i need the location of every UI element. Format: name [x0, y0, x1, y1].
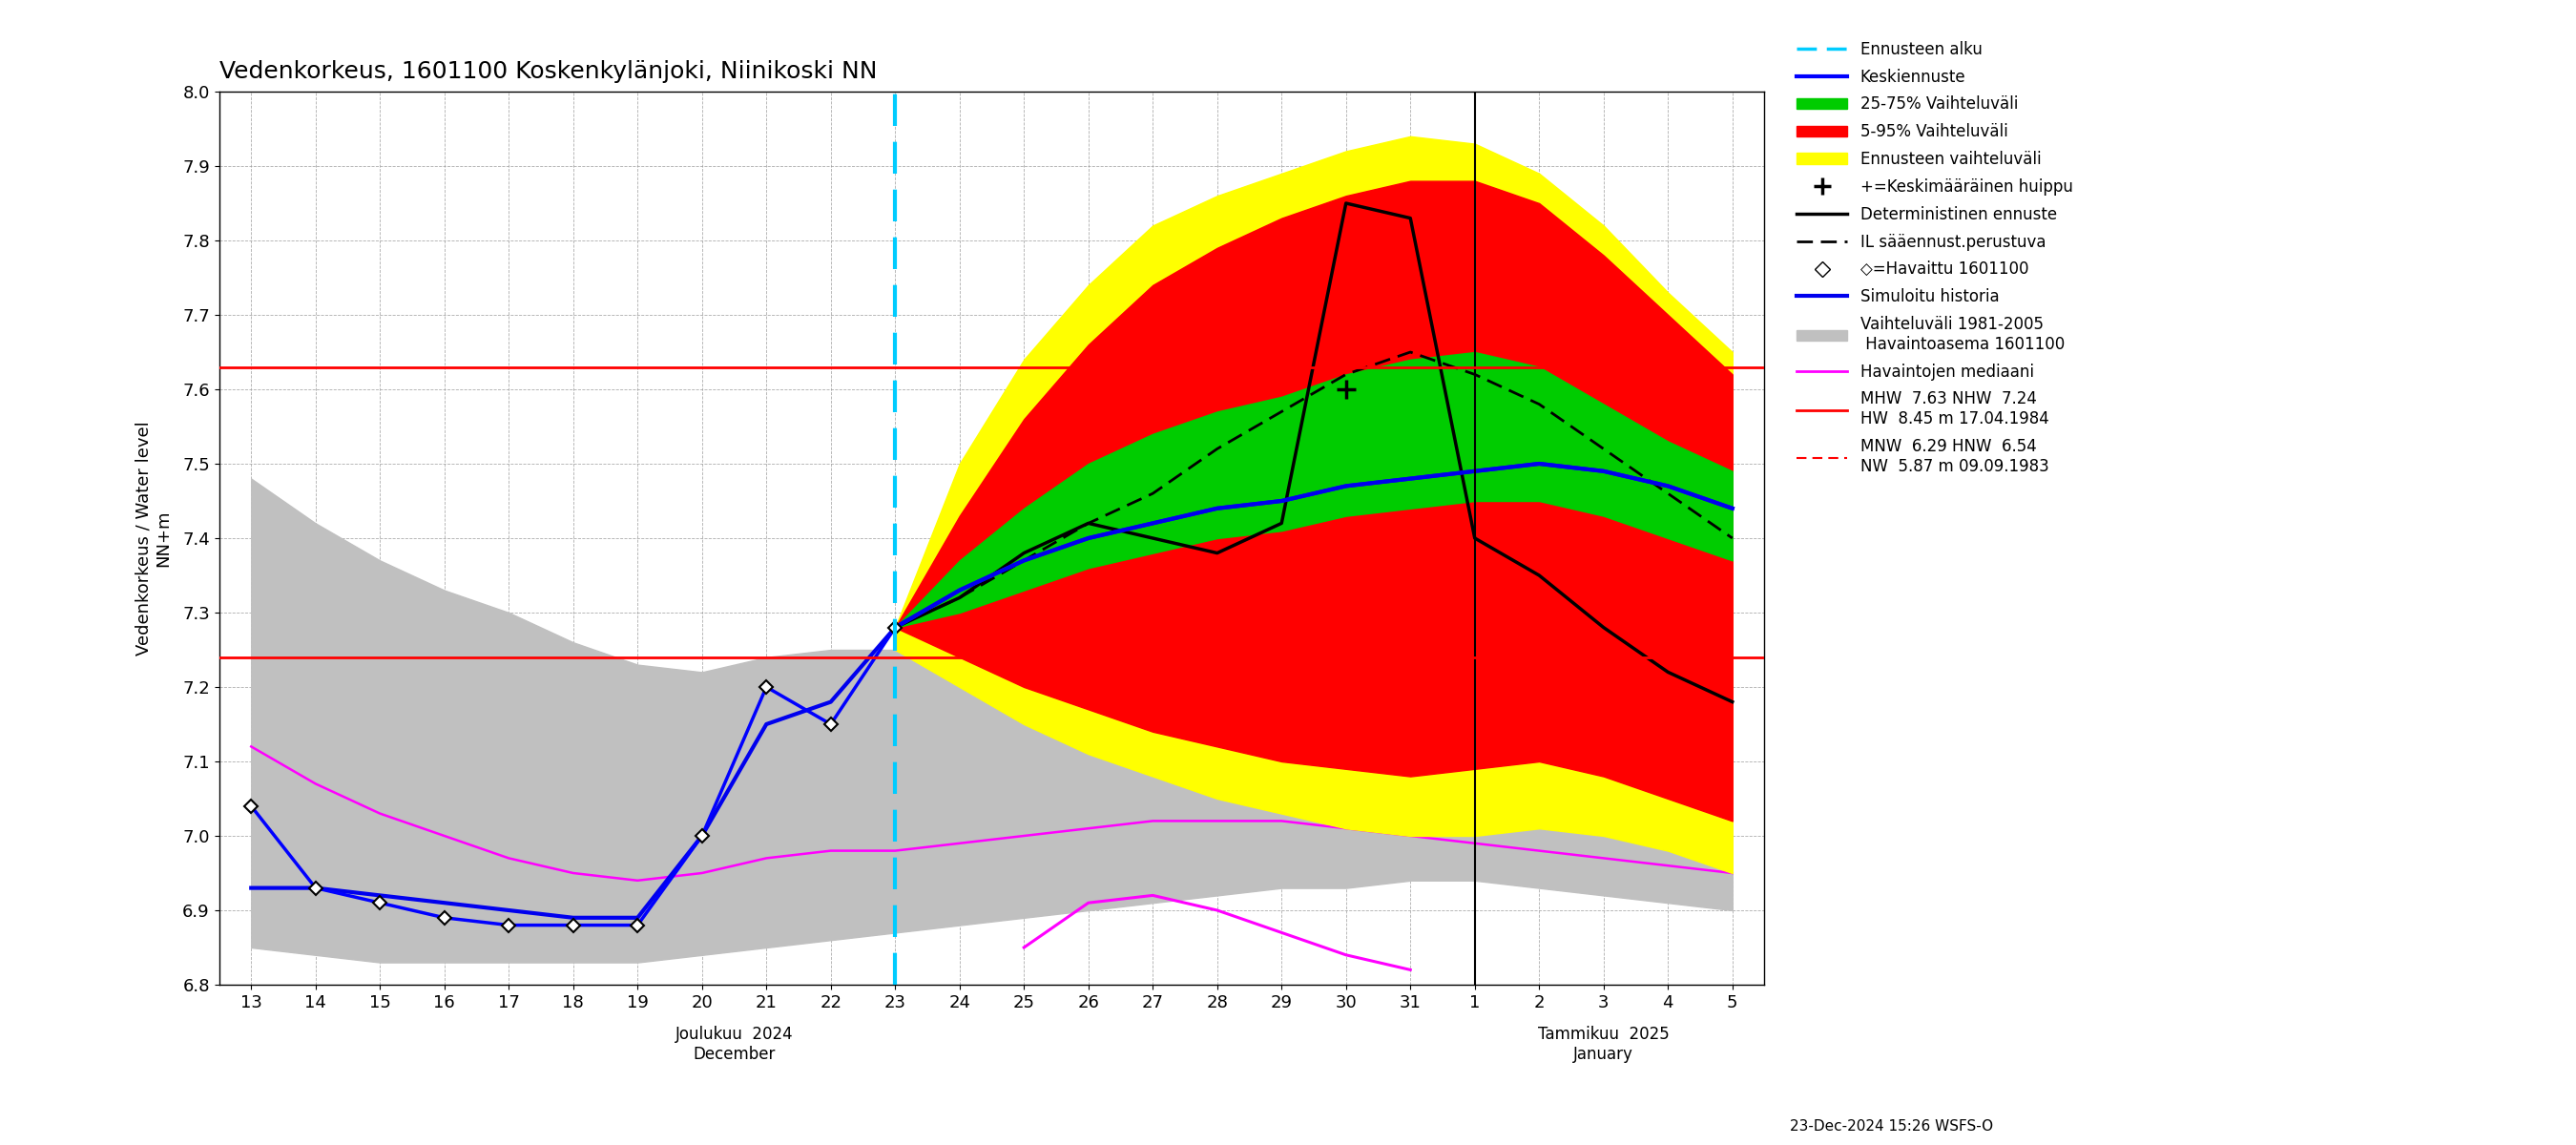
Text: Vedenkorkeus, 1601100 Koskenkylänjoki, Niinikoski NN: Vedenkorkeus, 1601100 Koskenkylänjoki, N…	[219, 61, 876, 84]
Text: 23-Dec-2024 15:26 WSFS-O: 23-Dec-2024 15:26 WSFS-O	[1790, 1120, 1994, 1134]
Text: Tammikuu  2025
January: Tammikuu 2025 January	[1538, 1026, 1669, 1063]
Text: Joulukuu  2024
December: Joulukuu 2024 December	[675, 1026, 793, 1063]
Y-axis label: Vedenkorkeus / Water level
NN+m: Vedenkorkeus / Water level NN+m	[134, 421, 173, 655]
Legend: Ennusteen alku, Keskiennuste, 25-75% Vaihteluväli, 5-95% Vaihteluväli, Ennusteen: Ennusteen alku, Keskiennuste, 25-75% Vai…	[1790, 34, 2079, 481]
